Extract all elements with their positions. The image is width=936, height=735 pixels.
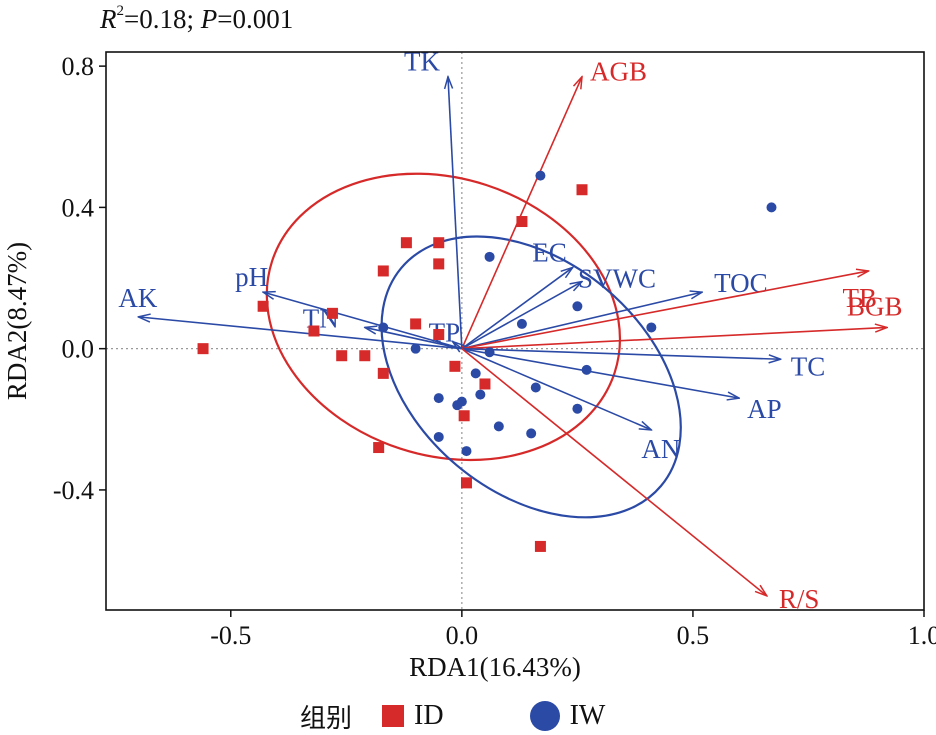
plot-frame xyxy=(105,51,925,611)
vector-label-tb: TB xyxy=(843,283,878,313)
vector-arrow-tb xyxy=(461,271,869,350)
vector-arrow-agb xyxy=(461,77,582,349)
point-id-9 xyxy=(373,442,385,454)
ellipse-id xyxy=(265,172,622,462)
point-id-19 xyxy=(516,216,528,228)
vector-arrow-tc xyxy=(461,347,781,360)
point-iw-7 xyxy=(461,446,472,457)
legend-label-id: ID xyxy=(414,700,444,731)
point-iw-15 xyxy=(530,382,541,393)
point-id-12 xyxy=(433,237,445,249)
point-iw-11 xyxy=(484,251,495,262)
vector-arrow-ap xyxy=(461,347,739,398)
point-id-14 xyxy=(433,329,445,341)
legend-circle-marker xyxy=(529,701,560,731)
vector-label-r-s: R/S xyxy=(779,584,820,614)
x-tick-label: 1.0 xyxy=(908,621,936,650)
point-id-8 xyxy=(377,367,389,379)
x-tick-label: 0.5 xyxy=(677,621,710,650)
point-iw-13 xyxy=(516,318,527,329)
p-symbol: P xyxy=(200,4,218,34)
point-id-2 xyxy=(257,300,269,312)
point-id-21 xyxy=(576,184,588,196)
vector-label-svwc: SVWC xyxy=(578,264,656,294)
vector-arrow-toc xyxy=(461,292,702,350)
legend-title: 组别 xyxy=(300,703,353,734)
point-id-10 xyxy=(400,237,412,249)
y-tick-label: -0.4 xyxy=(53,476,94,505)
vector-label-an: AN xyxy=(641,434,680,464)
statistics-annotation: R2=0.18; P=0.001 xyxy=(100,3,294,35)
point-id-15 xyxy=(449,360,461,372)
vector-arrow-tk xyxy=(448,77,463,349)
vector-arrow-ec xyxy=(461,267,573,350)
point-id-13 xyxy=(433,258,445,270)
x-axis-title: RDA1(16.43%) xyxy=(409,652,581,682)
point-iw-3 xyxy=(433,393,444,404)
vector-arrow-ak xyxy=(138,317,462,350)
vector-arrow-an xyxy=(461,347,651,430)
vector-label-toc: TOC xyxy=(714,268,768,298)
point-iw-14 xyxy=(526,428,537,439)
vector-label-ph: pH xyxy=(235,262,268,292)
r-value: =0.18; xyxy=(124,4,201,34)
vector-label-agb: AGB xyxy=(590,57,647,87)
legend-label-iw: IW xyxy=(569,700,606,731)
ellipse-iw xyxy=(380,235,682,519)
point-iw-19 xyxy=(581,364,592,375)
vector-arrow-ph xyxy=(263,292,463,350)
y-tick-label: 0.8 xyxy=(62,52,95,81)
point-id-5 xyxy=(336,350,348,362)
point-id-17 xyxy=(460,477,472,489)
legend-item-id: ID xyxy=(382,700,444,732)
legend-square-marker xyxy=(382,705,405,727)
point-iw-9 xyxy=(475,389,486,400)
point-id-18 xyxy=(479,378,491,390)
r-power: 2 xyxy=(116,3,125,19)
vector-label-tc: TC xyxy=(791,351,826,381)
y-tick-label: 0.4 xyxy=(62,193,95,222)
legend: 组别 ID IW xyxy=(300,698,691,734)
point-iw-10 xyxy=(484,347,495,358)
point-iw-16 xyxy=(535,170,546,181)
point-id-4 xyxy=(326,307,338,319)
point-iw-17 xyxy=(572,301,583,312)
legend-item-iw: IW xyxy=(529,700,606,732)
point-id-6 xyxy=(359,350,371,362)
vector-label-ec: EC xyxy=(532,237,567,267)
point-id-16 xyxy=(458,410,470,422)
vector-arrow-bgb xyxy=(461,327,887,350)
r-symbol: R xyxy=(100,4,117,34)
point-iw-12 xyxy=(493,421,504,432)
point-iw-8 xyxy=(470,368,481,379)
y-axis-title: RDA2(8.47%) xyxy=(2,242,32,400)
point-iw-21 xyxy=(766,202,777,213)
vector-label-ak: AK xyxy=(118,283,157,313)
vector-arrow-tp xyxy=(453,342,462,349)
x-tick-label: 0.0 xyxy=(446,621,479,650)
point-iw-6 xyxy=(456,396,467,407)
point-iw-4 xyxy=(433,431,444,442)
point-id-3 xyxy=(308,325,320,337)
point-iw-18 xyxy=(572,403,583,414)
x-tick-label: -0.5 xyxy=(210,621,251,650)
p-value: =0.001 xyxy=(217,4,294,34)
y-tick-label: 0.0 xyxy=(62,335,95,364)
point-id-11 xyxy=(410,318,422,330)
point-iw-2 xyxy=(410,343,421,354)
vector-arrow-r-s xyxy=(461,348,767,596)
vector-label-ap: AP xyxy=(747,394,782,424)
vector-arrow-svwc xyxy=(461,282,582,350)
point-iw-20 xyxy=(646,322,657,333)
vector-label-bgb: BGB xyxy=(847,291,903,321)
point-id-20 xyxy=(534,540,546,552)
point-iw-1 xyxy=(378,322,389,333)
point-id-1 xyxy=(197,343,209,355)
point-id-7 xyxy=(377,265,389,277)
